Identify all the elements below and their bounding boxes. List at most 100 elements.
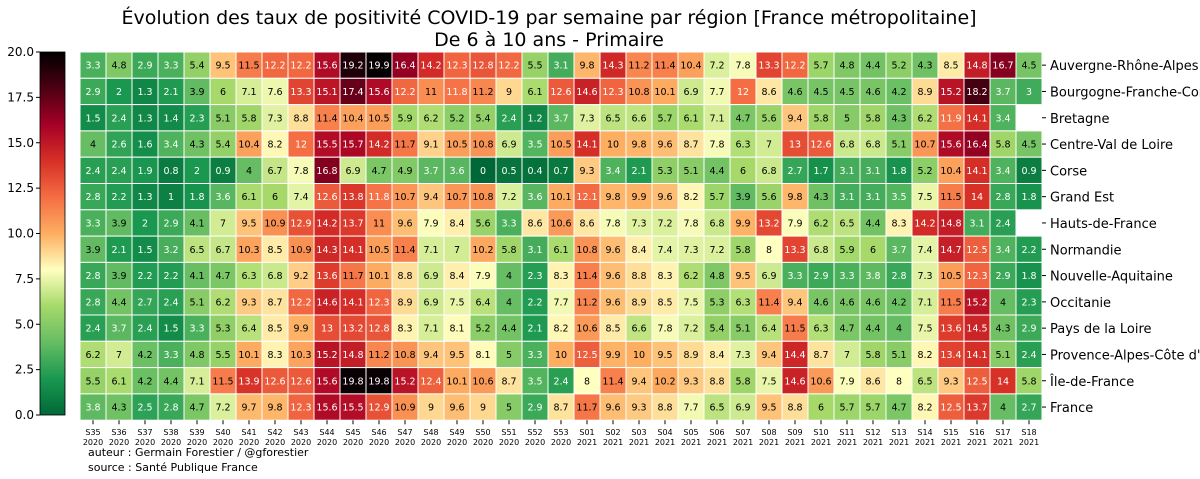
heatmap-cell [209,314,237,342]
cell-value-label: 8.6 [865,376,880,387]
cell-value-label: 4.4 [865,218,880,229]
cell-value-label: 7.1 [917,297,932,308]
region-label: Auvergne-Rhône-Alpes [1050,59,1199,74]
heatmap-cell [885,183,913,211]
heatmap-cell [937,314,965,342]
year-label: 2020 [421,438,441,447]
heatmap-cell [963,314,991,342]
cell-value-label: 7.3 [631,218,646,229]
cell-value-label: 5.6 [761,113,776,124]
cell-value-label: 14.8 [966,61,987,72]
cell-value-label: 11.9 [940,113,961,124]
cell-value-label: 8.7 [267,297,282,308]
cell-value-label: 10.4 [680,61,701,72]
heatmap-cell [885,288,913,316]
heatmap-cell [261,209,289,237]
cell-value-label: 7.3 [579,113,594,124]
cell-value-label: 3.1 [553,61,568,72]
cell-value-label: 3.6 [215,192,230,203]
cell-value-label: 5.6 [475,218,490,229]
cell-value-label: 8.4 [449,218,464,229]
cell-value-label: 9.5 [241,218,256,229]
cell-value-label: 13 [789,140,801,151]
cell-value-label: 2.9 [137,61,152,72]
cell-value-label: 6.4 [241,324,256,335]
cell-value-label: 14.3 [602,61,623,72]
cell-value-label: 4.3 [891,113,906,124]
cell-value-label: 3.3 [85,61,100,72]
cell-value-label: 9.5 [761,403,776,414]
heatmap-cell [209,209,237,237]
heatmap-cell [79,156,107,184]
heatmap-cell [755,104,783,132]
region-label: Corse [1050,164,1087,179]
cell-value-label: 8.3 [267,350,282,361]
cell-value-label: 5.2 [475,324,490,335]
heatmap-cell [105,314,133,342]
cell-value-label: 8.5 [267,245,282,256]
region-label: Bretagne [1050,112,1110,127]
cell-value-label: 9 [506,87,512,98]
source-credit: source : Santé Publique France [88,461,258,474]
cell-value-label: 5.2 [917,166,932,177]
heatmap-cell [365,156,393,184]
cell-value-label: 6.4 [761,324,776,335]
year-label: 2020 [239,438,259,447]
cell-value-label: 4.3 [813,192,828,203]
heatmap-cell [885,340,913,369]
heatmap-cell [573,209,601,237]
cell-value-label: 4 [246,166,252,177]
heatmap-cell [781,156,809,184]
heatmap-cell [989,340,1017,369]
cell-value-label: 5.4 [709,324,724,335]
cell-value-label: 12.5 [966,376,987,387]
cell-value-label: 4.8 [839,61,854,72]
cell-value-label: 3.7 [423,166,438,177]
cell-value-label: 2.9 [85,87,100,98]
year-label: 2021 [967,438,987,447]
cell-value-label: 7.2 [709,245,724,256]
cell-value-label: 2.8 [85,271,100,282]
cell-value-label: 4 [506,297,512,308]
region-labels: Auvergne-Rhône-Alpes Bourgogne-Franche-Co… [1042,59,1200,416]
heatmap-cell [521,288,549,316]
week-label: S46 [371,428,386,437]
cell-value-label: 9.9 [631,192,646,203]
cell-value-label: 2.2 [1021,245,1036,256]
cell-value-label: 7 [220,218,226,229]
cell-value-label: 10.4 [238,140,259,151]
cell-value-label: 4 [1000,297,1006,308]
heatmap-cell [781,261,809,290]
cell-value-label: 9.8 [267,403,282,414]
region-label: Normandie [1050,243,1122,258]
colorbar [39,51,66,416]
cell-value-label: 7.3 [683,245,698,256]
cell-value-label: 11.2 [472,87,493,98]
cell-value-label: 4.7 [371,166,386,177]
colorbar-tick-label: 17.5 [7,90,34,104]
cell-value-label: 15.2 [316,350,337,361]
cell-value-label: 2.8 [85,192,100,203]
cell-value-label: 11.4 [654,61,675,72]
heatmap-cell [79,288,107,316]
heatmap-cell [989,104,1017,132]
cell-value-label: 14.6 [784,376,805,387]
cell-value-label: 3.1 [865,166,880,177]
cell-value-label: 6.9 [423,271,438,282]
cell-value-label: 5 [506,403,512,414]
cell-value-label: 13.3 [758,61,779,72]
week-label: S10 [813,428,828,437]
heatmap-cell [1015,235,1043,263]
heatmap-cell [443,183,471,211]
heatmap-cell [573,314,601,342]
cell-value-label: 10.1 [446,376,467,387]
cell-value-label: 3.9 [85,245,100,256]
cell-value-label: 14.8 [342,350,363,361]
heatmap-cell [131,235,159,263]
cell-value-label: 4.7 [215,271,230,282]
heatmap-cell [547,367,575,395]
heatmap-cell [313,367,341,395]
heatmap-cell [365,130,393,158]
cell-value-label: 3.3 [163,350,178,361]
